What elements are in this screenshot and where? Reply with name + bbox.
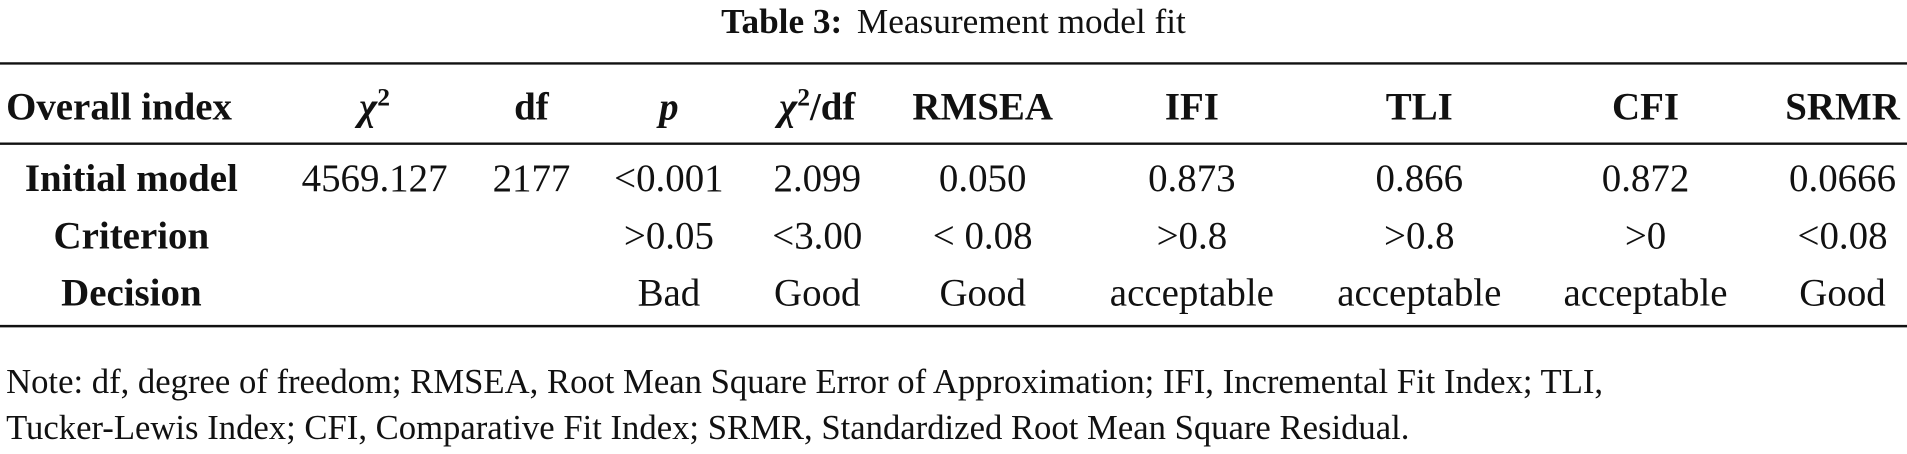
table-cell: Bad	[638, 271, 701, 314]
header-cell: p	[656, 85, 678, 128]
header-cell: SRMR	[1785, 85, 1900, 128]
header-superscript: 2	[797, 82, 810, 111]
header-cell: Overall index	[6, 85, 232, 128]
header-text: RMSEA	[912, 85, 1053, 128]
header-text: SRMR	[1785, 85, 1900, 128]
row-label: Initial model	[25, 157, 238, 200]
header-text: CFI	[1612, 85, 1679, 128]
table-cell: <0.08	[1798, 214, 1888, 257]
header-text: IFI	[1165, 85, 1219, 128]
header-text: TLI	[1386, 85, 1453, 128]
header-cell: CFI	[1612, 85, 1679, 128]
table-cell: <0.001	[614, 157, 723, 200]
table-cell: 0.050	[939, 157, 1027, 200]
table-note: Note: df, degree of freedom; RMSEA, Root…	[6, 363, 1603, 401]
table-cell: acceptable	[1110, 271, 1274, 314]
caption-label: Table 3:	[721, 2, 842, 41]
header-cell: χ2	[354, 82, 390, 129]
header-cell: df	[514, 85, 550, 128]
header-text: χ	[774, 85, 798, 128]
header-cell: RMSEA	[912, 85, 1053, 128]
table-cell: >0	[1625, 214, 1666, 257]
table-cell: 0.866	[1376, 157, 1464, 200]
table-cell: 0.0666	[1789, 157, 1896, 200]
header-text: χ	[354, 85, 378, 128]
table-cell: 0.873	[1148, 157, 1236, 200]
caption-text: Measurement model fit	[857, 2, 1186, 41]
header-cell: IFI	[1165, 85, 1219, 128]
table-note: Tucker-Lewis Index; CFI, Comparative Fit…	[6, 409, 1409, 447]
table-cell: 0.872	[1602, 157, 1690, 200]
header-text: p	[656, 85, 678, 128]
table-cell: < 0.08	[933, 214, 1033, 257]
table-cell: Good	[939, 271, 1025, 314]
header-cell: TLI	[1386, 85, 1453, 128]
table-caption: Table 3: Measurement model fit	[721, 2, 1186, 41]
table-cell: 4569.127	[302, 157, 448, 200]
header-cell: χ2/df	[774, 82, 856, 129]
table-cell: 2177	[493, 157, 571, 200]
table-cell: >0.8	[1157, 214, 1228, 257]
table-cell: >0.05	[624, 214, 714, 257]
table-cell: <3.00	[772, 214, 862, 257]
row-label: Decision	[61, 271, 202, 314]
header-superscript: 2	[377, 82, 390, 111]
table-cell: acceptable	[1563, 271, 1727, 314]
table-cell: >0.8	[1384, 214, 1455, 257]
header-text: Overall index	[6, 85, 232, 128]
header-rest: /df	[809, 85, 856, 128]
table-cell: Good	[774, 271, 860, 314]
row-label: Criterion	[54, 214, 210, 257]
table-cell: 2.099	[774, 157, 862, 200]
header-text: df	[514, 85, 550, 128]
table-cell: Good	[1799, 271, 1885, 314]
table-cell: acceptable	[1337, 271, 1501, 314]
